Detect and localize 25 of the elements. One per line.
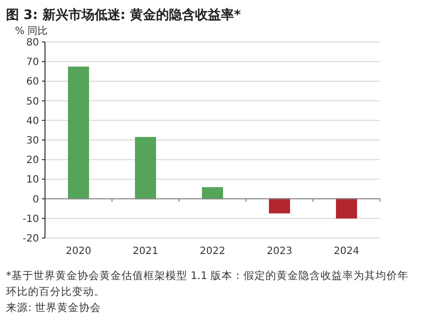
y-tick-label: 30 [26,136,39,146]
x-tick-label: 2021 [132,246,158,257]
y-tick-label: -10 [22,214,39,225]
text: *基于世界黄金协会黄金估值框架模型 1.1 版本：假定的黄金隐含收益率为其均价年环比的百分比变动。 [6,269,410,300]
y-axis-title: % 同比 [15,25,48,37]
bar [336,198,358,219]
y-tick-label: 10 [26,174,39,186]
y-tick-label: 40 [26,116,39,127]
y-tick-label: 70 [26,57,39,68]
source-note: 来源: 世界黄金协会 [6,301,102,316]
bar [268,198,290,214]
y-tick-label: 0 [32,194,39,206]
bar [134,136,156,200]
y-tick-label: 50 [26,96,39,108]
y-tick-label: 60 [26,76,39,88]
y-tick-label: -20 [22,234,39,244]
x-tick-label: 2020 [66,246,92,257]
bar [202,187,224,200]
x-tick-label: 2023 [266,246,292,257]
x-tick-label: 2024 [334,246,360,257]
chart-title: 图 3: 新兴市场低迷: 黄金的隐含收益率* [6,6,241,24]
y-tick-label: 80 [26,38,39,48]
bar [68,66,90,200]
x-tick-label: 2022 [200,246,226,257]
y-tick-label: 20 [26,155,39,166]
